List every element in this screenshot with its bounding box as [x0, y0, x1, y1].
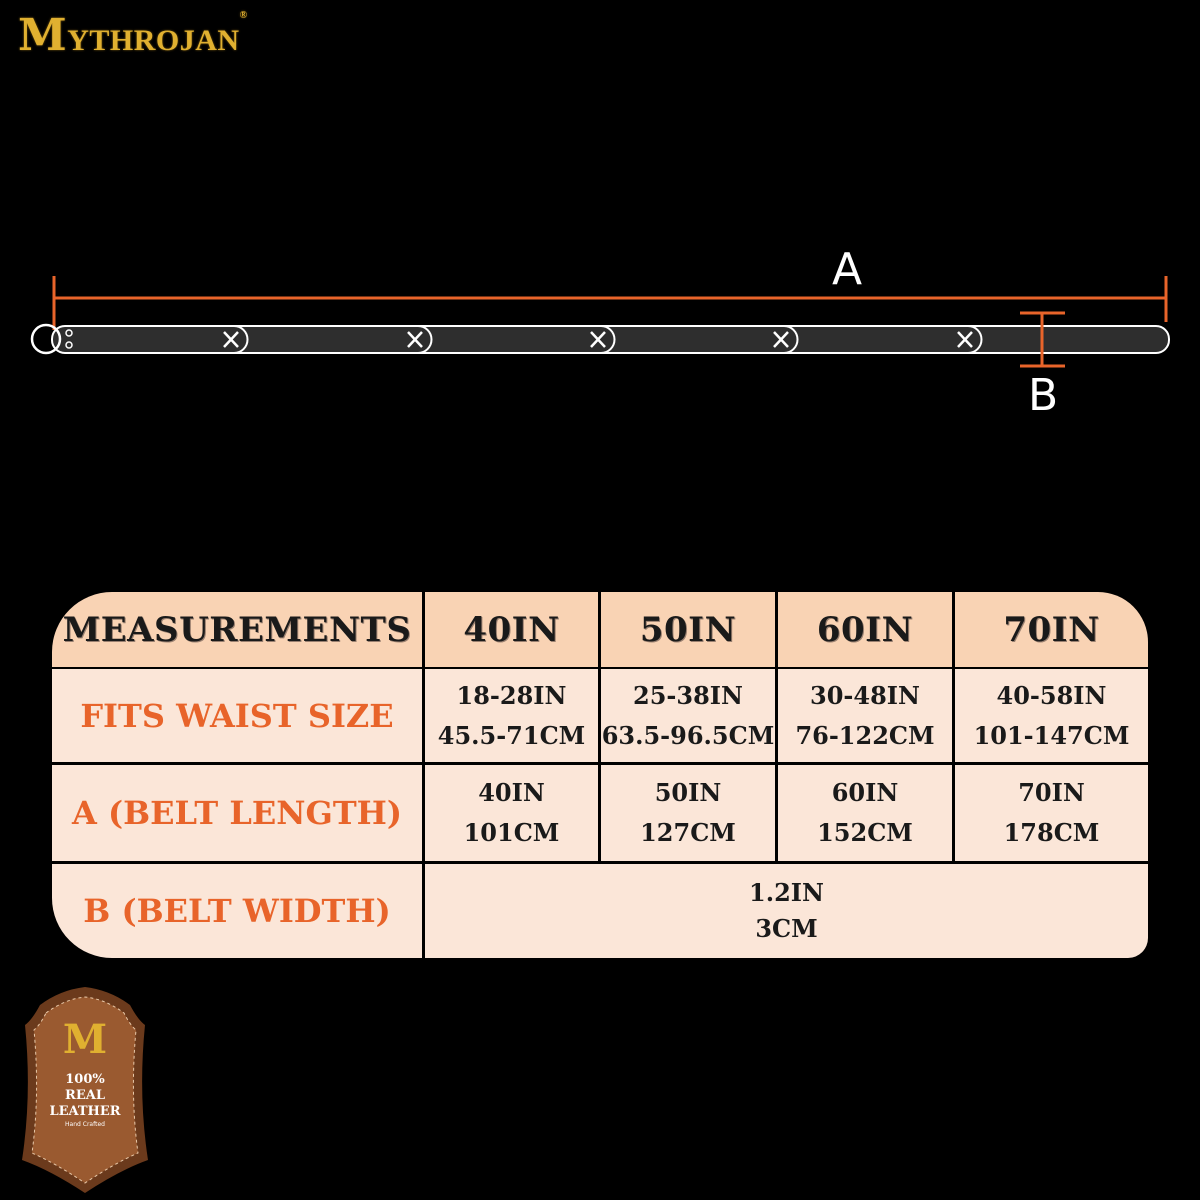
length-40: 40IN 101CM	[425, 765, 598, 861]
brand-logo: MYTHROJAN®	[18, 10, 248, 61]
size-chart-table: MEASUREMENTS 40IN 50IN 60IN 70IN FITS WA…	[52, 592, 1148, 958]
row-label-length: A (BELT LENGTH)	[52, 765, 422, 861]
belt-ring-icon	[30, 323, 62, 355]
waist-70: 40-58IN 101-147CM	[955, 669, 1148, 762]
row-label-waist: FITS WAIST SIZE	[52, 669, 422, 762]
belt-loop-icon	[941, 325, 983, 354]
badge-monogram: M	[63, 1016, 107, 1063]
belt-loops	[207, 325, 983, 354]
dimension-a-line	[52, 276, 1168, 330]
header-40in: 40IN	[425, 592, 598, 667]
length-60: 60IN 152CM	[778, 765, 952, 861]
row-label-width: B (BELT WIDTH)	[52, 864, 422, 958]
waist-60: 30-48IN 76-122CM	[778, 669, 952, 762]
length-70: 70IN 178CM	[955, 765, 1148, 861]
waist-50: 25-38IN 63.5-96.5CM	[601, 669, 775, 762]
length-50: 50IN 127CM	[601, 765, 775, 861]
header-70in: 70IN	[955, 592, 1148, 667]
width-all: 1.2IN 3CM	[425, 864, 1148, 958]
logo-text: YTHROJAN	[67, 24, 240, 57]
badge-text: 100% REAL LEATHER Hand Crafted	[49, 1072, 121, 1128]
belt-loop-icon	[574, 325, 616, 354]
label-a: A	[832, 244, 863, 295]
dimension-b-marker	[1020, 311, 1065, 368]
label-b: B	[1028, 370, 1059, 421]
belt-loop-icon	[757, 325, 799, 354]
real-leather-badge: M	[22, 987, 148, 1193]
belt-loop-icon	[391, 325, 433, 354]
header-measurements: MEASUREMENTS	[52, 592, 422, 667]
header-50in: 50IN	[601, 592, 775, 667]
belt-loop-icon	[207, 325, 249, 354]
belt-diagram	[30, 276, 1170, 368]
waist-40: 18-28IN 45.5-71CM	[425, 669, 598, 762]
registered-mark: ®	[239, 10, 248, 21]
header-60in: 60IN	[778, 592, 952, 667]
